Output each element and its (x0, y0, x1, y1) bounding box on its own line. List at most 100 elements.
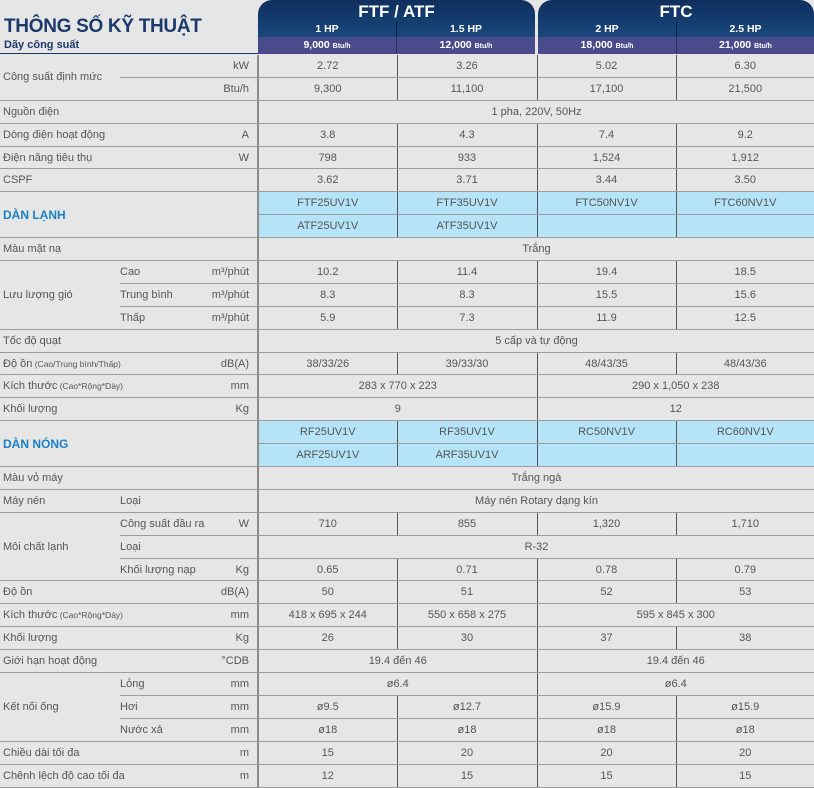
hp-label: 2.5 HP (729, 23, 762, 35)
row-sublabel: Nước xả (120, 718, 200, 742)
row-label: Giới hạn hoạt động (0, 649, 200, 674)
btu-label: 21,000 Btu/h (677, 37, 814, 54)
label-text: DÀN LẠNH (3, 207, 66, 222)
value-cell: 20 (537, 741, 677, 765)
value-cell: 5.02 (537, 55, 677, 78)
unit-label: dB(A) (200, 580, 259, 605)
model-code-cell: ATF35UV1V (397, 214, 538, 239)
table-row: CSPF 3.62 3.71 3.44 3.50 (0, 168, 814, 193)
row-label: Khối lượng (0, 626, 200, 651)
group-name: FTF / ATF (358, 2, 435, 21)
value-cell: Trắng (258, 237, 814, 262)
model-code-cell: FTF25UV1V (258, 191, 398, 216)
row-label: Màu mặt nạ (0, 237, 200, 262)
value-cell: 8.3 (397, 283, 538, 307)
label-text: Màu mặt nạ (3, 243, 62, 256)
table-row: Màu mặt nạ Trắng (0, 237, 814, 262)
unit-label: m³/phút (200, 260, 259, 284)
table-row: Dòng điện hoạt động A 3.8 4.3 7.4 9.2 (0, 123, 814, 147)
value-cell: 855 (397, 512, 538, 536)
value-cell: 30 (397, 626, 538, 651)
row-label: Màu vỏ máy (0, 466, 200, 490)
unit-label: Kg (200, 626, 259, 651)
label-text: Môi chất lạnh (3, 540, 69, 553)
value-cell: 11.4 (397, 260, 538, 284)
model-code-cell (537, 214, 677, 239)
group-name: FTC (659, 2, 693, 21)
value-cell: Trắng ngà (258, 466, 814, 490)
value-cell: 9 (258, 397, 538, 422)
row-sublabel: Công suất đầu ra (120, 512, 204, 536)
row-label: Kết nối ống (0, 672, 120, 742)
table-row: ARF25UV1V ARF35UV1V (0, 443, 814, 468)
unit-label (200, 466, 259, 490)
value-cell: 18.5 (676, 260, 814, 284)
value-cell: 53 (676, 580, 814, 605)
value-cell: 3.71 (397, 168, 538, 193)
value-cell: 9.2 (676, 123, 814, 147)
value-cell: ø18 (258, 718, 398, 742)
unit-label: m³/phút (200, 283, 259, 307)
value-cell: ø15.9 (537, 695, 677, 719)
label-note: (Cao/Trung bình/Thấp) (32, 358, 121, 369)
model-code-cell: ATF25UV1V (258, 214, 398, 239)
unit-label: Kg (200, 397, 259, 422)
model-code-cell: FTC50NV1V (537, 191, 677, 216)
value-cell: 12.5 (676, 306, 814, 330)
table-row: Khối lượng Kg 26 30 37 38 (0, 626, 814, 651)
value-cell: 48/43/36 (676, 352, 814, 376)
value-cell: 19.4 (537, 260, 677, 284)
value-cell: 38 (676, 626, 814, 651)
unit-label (200, 168, 259, 193)
value-cell: 0.79 (676, 558, 814, 582)
table-row: Chênh lệch độ cao tối đa m 12 15 15 15 (0, 764, 814, 788)
value-cell: 798 (258, 146, 398, 170)
label-text: Độ ồn (3, 586, 33, 599)
unit-label: W (200, 146, 259, 170)
value-cell: 550 x 658 x 275 (397, 603, 538, 628)
model-code-cell: ARF25UV1V (258, 443, 398, 468)
row-sublabel: Trung bình (120, 283, 200, 307)
table-row: Điện năng tiêu thụ W 798 933 1,524 1,912 (0, 146, 814, 170)
value-cell: 2.72 (258, 55, 398, 78)
table-row: Độ ồn (Cao/Trung bình/Thấp) dB(A) 38/33/26… (0, 352, 814, 376)
model-code-cell: RF35UV1V (397, 420, 538, 445)
unit-label: m³/phút (200, 306, 259, 330)
value-cell: 15.5 (537, 283, 677, 307)
table-row: Màu vỏ máy Trắng ngà (0, 466, 814, 490)
value-cell: 12 (537, 397, 814, 422)
unit-label: m (200, 764, 259, 788)
row-label: Máy nén (0, 489, 120, 513)
table-row: Kết nối ống Lỏng mm ø6.4 ø6.4 (0, 672, 814, 742)
table-row: Kích thước (Cao*Rộng*Dày) mm 283 x 770 x 2… (0, 374, 814, 399)
unit-label: °CDB (200, 649, 259, 674)
value-cell: 7.3 (397, 306, 538, 330)
table-row: Hơi mm ø9.5 ø12.7 ø15.9 ø15.9 (0, 695, 814, 719)
value-cell: ø9.5 (258, 695, 398, 719)
value-cell: 5 cấp và tự động (258, 329, 814, 353)
value-cell: 21,500 (676, 77, 814, 101)
value-cell: 4.3 (397, 123, 538, 147)
value-cell: 50 (258, 580, 398, 605)
row-label: Môi chất lạnh (0, 512, 120, 582)
table-row: Môi chất lạnh Công suất đầu ra W 710 855 1,32… (0, 512, 814, 582)
value-cell: 48/43/35 (537, 352, 677, 376)
label-text: Giới hạn hoạt động (3, 655, 98, 668)
value-cell: 9,300 (258, 77, 398, 101)
table-row: Độ ồn dB(A) 50 51 52 53 (0, 580, 814, 605)
table-row: DÀN LẠNH FTF25UV1V FTF35UV1V FTC50NV1V FTC60… (0, 191, 814, 239)
row-label: Nguồn điện (0, 100, 200, 124)
label-text: Nguồn điện (3, 105, 60, 118)
value-cell: 8.3 (258, 283, 398, 307)
row-label: Điện năng tiêu thụ (0, 146, 200, 170)
value-cell: 3.62 (258, 168, 398, 193)
table-row: Nước xả mm ø18 ø18 ø18 ø18 (0, 718, 814, 742)
group-header-ftf-atf: FTF / ATF 1 HP 1.5 HP 9,000 Btu/h 12,000… (258, 0, 535, 54)
value-cell: 3.44 (537, 168, 677, 193)
value-cell: 26 (258, 626, 398, 651)
label-text: Chênh lệch độ cao tối đa (3, 769, 125, 782)
unit-label (200, 100, 259, 124)
label-text: Độ ồn (3, 357, 33, 370)
divider (0, 53, 258, 54)
value-cell: 0.71 (397, 558, 538, 582)
